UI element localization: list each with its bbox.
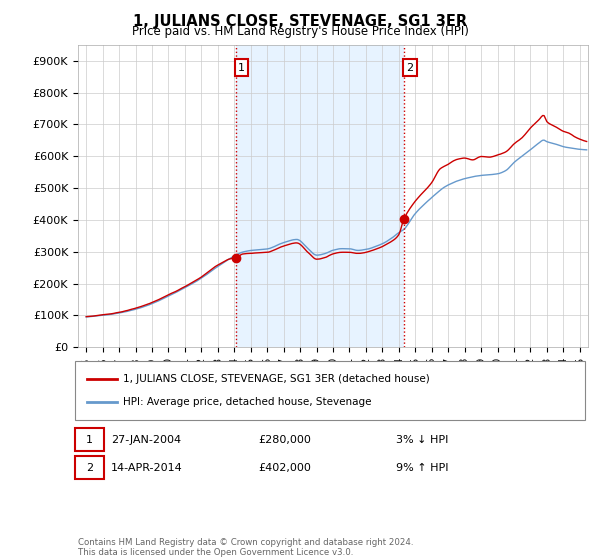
- Bar: [236, 45, 404, 347]
- Text: 14-APR-2014: 14-APR-2014: [111, 463, 183, 473]
- Text: Price paid vs. HM Land Registry's House Price Index (HPI): Price paid vs. HM Land Registry's House …: [131, 25, 469, 38]
- Text: 3% ↓ HPI: 3% ↓ HPI: [396, 435, 448, 445]
- Text: 1: 1: [238, 63, 245, 73]
- Text: HPI: Average price, detached house, Stevenage: HPI: Average price, detached house, Stev…: [123, 397, 371, 407]
- Text: £280,000: £280,000: [258, 435, 311, 445]
- Text: 2: 2: [406, 63, 413, 73]
- Text: 1, JULIANS CLOSE, STEVENAGE, SG1 3ER: 1, JULIANS CLOSE, STEVENAGE, SG1 3ER: [133, 14, 467, 29]
- Text: 1, JULIANS CLOSE, STEVENAGE, SG1 3ER (detached house): 1, JULIANS CLOSE, STEVENAGE, SG1 3ER (de…: [123, 374, 430, 384]
- Text: 27-JAN-2004: 27-JAN-2004: [111, 435, 181, 445]
- Text: 2: 2: [86, 463, 93, 473]
- Text: Contains HM Land Registry data © Crown copyright and database right 2024.
This d: Contains HM Land Registry data © Crown c…: [78, 538, 413, 557]
- Text: 9% ↑ HPI: 9% ↑ HPI: [396, 463, 449, 473]
- Text: 1: 1: [86, 435, 93, 445]
- Text: £402,000: £402,000: [258, 463, 311, 473]
